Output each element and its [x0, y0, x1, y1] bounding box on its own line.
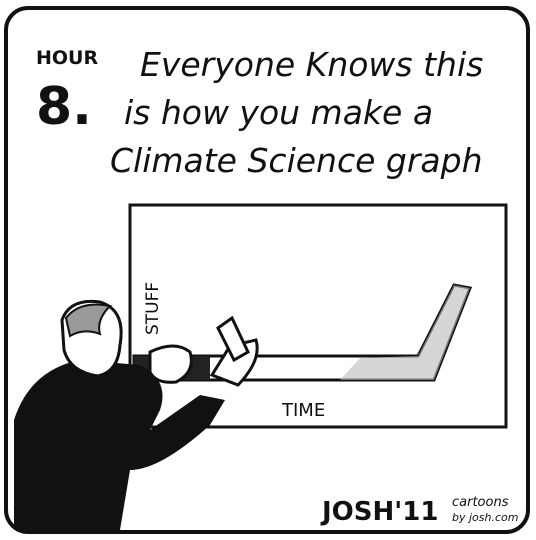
signature-name: JOSH'11 — [320, 497, 438, 527]
x-axis-label: TIME — [281, 400, 325, 421]
signature-site: by josh.com — [452, 511, 518, 524]
caption-line: is how you make a — [124, 93, 433, 132]
cartoon: HOUR 8. Everyone Knows this is how you m… — [0, 0, 536, 540]
man-hand-left — [150, 346, 191, 382]
page: {"header": {"hour": "HOUR", "number": "8… — [0, 0, 536, 540]
y-axis-label: STUFF — [143, 282, 163, 335]
hour-number: 8. — [36, 77, 92, 137]
caption-line: Climate Science graph — [110, 141, 483, 180]
hour-label: HOUR — [36, 47, 98, 69]
caption-line: Everyone Knows this — [140, 45, 483, 84]
signature-site: cartoons — [452, 495, 509, 510]
